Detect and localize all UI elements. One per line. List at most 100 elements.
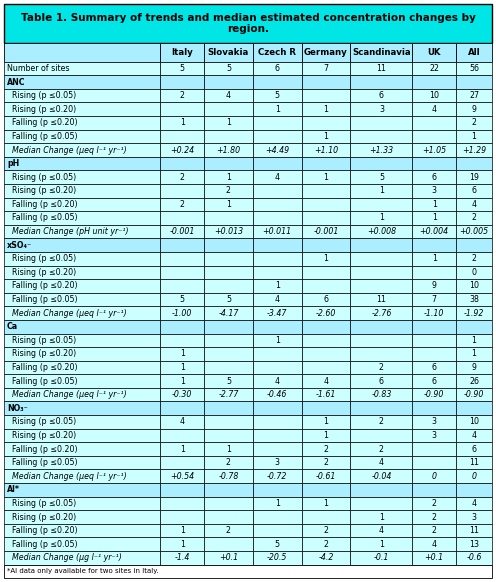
Bar [456,306,492,320]
Bar [204,143,253,157]
Bar [253,184,302,198]
Bar [302,361,350,374]
Text: 5: 5 [180,295,185,304]
Bar [4,320,161,333]
Text: 6: 6 [379,377,384,386]
Text: 38: 38 [469,295,479,304]
Text: Rising (p ≤0.05): Rising (p ≤0.05) [7,499,76,508]
Text: 2: 2 [472,254,477,263]
Bar [253,279,302,293]
Text: 4: 4 [275,377,280,386]
Bar [456,483,492,496]
Bar [350,510,413,524]
Bar [253,198,302,211]
Bar [204,279,253,293]
Text: Falling (p ≤0.05): Falling (p ≤0.05) [7,214,77,222]
Bar [204,456,253,470]
Bar [350,442,413,456]
Text: -3.47: -3.47 [267,308,287,318]
Text: 2: 2 [226,526,231,535]
Text: 2: 2 [323,458,328,467]
Bar [253,524,302,537]
Bar [350,456,413,470]
Bar [161,265,204,279]
Text: -0.78: -0.78 [218,472,239,481]
Bar [413,225,456,239]
Bar [413,198,456,211]
Text: -1.00: -1.00 [172,308,192,318]
Text: 6: 6 [472,445,477,453]
Bar [204,402,253,415]
Text: 22: 22 [429,64,439,73]
Bar [204,470,253,483]
Bar [302,483,350,496]
Bar [456,171,492,184]
Bar [161,211,204,225]
Bar [161,551,204,565]
Text: +0.011: +0.011 [262,227,292,236]
Text: 5: 5 [226,64,231,73]
Bar [350,279,413,293]
Text: -0.6: -0.6 [466,553,482,562]
Text: +1.29: +1.29 [462,146,486,155]
Bar [253,388,302,402]
Bar [456,361,492,374]
Bar [350,102,413,116]
Bar [302,415,350,429]
Text: Falling (p ≤0.05): Falling (p ≤0.05) [7,377,77,386]
Text: +1.05: +1.05 [422,146,446,155]
Text: Number of sites: Number of sites [7,64,69,73]
Text: Rising (p ≤0.20): Rising (p ≤0.20) [7,431,76,440]
Text: 0: 0 [432,472,436,481]
Bar [161,143,204,157]
Text: Median Change (μeq l⁻¹ yr⁻¹): Median Change (μeq l⁻¹ yr⁻¹) [7,146,127,155]
Bar [350,143,413,157]
Text: 2: 2 [472,214,477,222]
Text: 1: 1 [226,445,231,453]
Text: Rising (p ≤0.20): Rising (p ≤0.20) [7,268,76,277]
Bar [302,211,350,225]
Bar [204,361,253,374]
Bar [204,62,253,75]
Text: 10: 10 [469,417,479,427]
Bar [413,415,456,429]
Bar [253,171,302,184]
Bar [253,225,302,239]
Text: 1: 1 [275,105,280,113]
Bar [253,483,302,496]
Bar [161,252,204,265]
Text: -0.30: -0.30 [172,390,192,399]
Text: 6: 6 [432,377,436,386]
Bar [4,62,161,75]
Text: 11: 11 [469,526,479,535]
Bar [302,43,350,62]
Bar [413,265,456,279]
Bar [413,429,456,442]
Bar [204,415,253,429]
Text: 1: 1 [226,118,231,127]
Bar [253,75,302,89]
Bar [161,496,204,510]
Bar [204,347,253,361]
Text: 4: 4 [432,105,436,113]
Bar [456,143,492,157]
Bar [253,415,302,429]
Text: Rising (p ≤0.20): Rising (p ≤0.20) [7,349,76,359]
Bar [4,116,161,130]
Text: Scandinavia: Scandinavia [352,48,411,57]
Bar [350,415,413,429]
Text: 3: 3 [379,105,384,113]
Bar [161,537,204,551]
Bar [456,239,492,252]
Text: 2: 2 [226,458,231,467]
Text: 5: 5 [226,295,231,304]
Text: 1: 1 [379,214,384,222]
Text: Rising (p ≤0.20): Rising (p ≤0.20) [7,105,76,113]
Text: 1: 1 [275,336,280,345]
Bar [4,524,161,537]
Text: +0.004: +0.004 [420,227,449,236]
Bar [4,429,161,442]
Bar [350,116,413,130]
Text: 7: 7 [432,295,436,304]
Text: Falling (p ≤0.20): Falling (p ≤0.20) [7,526,77,535]
